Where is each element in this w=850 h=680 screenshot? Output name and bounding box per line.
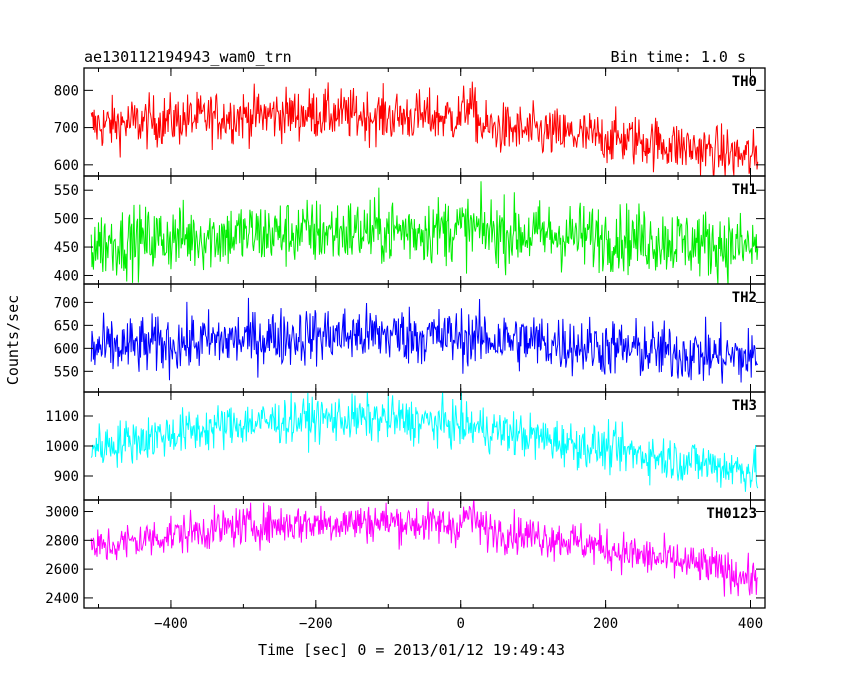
panel-th2: 550 600 650 700 TH2 (54, 283, 766, 393)
y-axis-label: Counts/sec (4, 295, 22, 385)
panel-label-th2: TH2 (732, 290, 757, 306)
series-line-th2 (90, 297, 759, 384)
y-tick-label: 600 (54, 341, 79, 357)
panel-th0123: 2400 2600 2800 3000 TH0123 (45, 499, 766, 609)
y-tick-label: 500 (54, 212, 79, 228)
x-tick-label: −400 (154, 616, 188, 632)
panel-th1: 400 450 500 550 TH1 (54, 175, 766, 285)
y-tick-label: 550 (54, 183, 79, 199)
y-tick-label: 900 (54, 469, 79, 485)
series-line-th3 (90, 392, 759, 492)
x-axis-label: Time [sec] 0 = 2013/01/12 19:49:43 (258, 641, 565, 659)
y-tick-label: 2600 (45, 562, 79, 578)
y-tick-label: 2800 (45, 533, 79, 549)
y-tick-label: 700 (54, 121, 79, 137)
panel-label-th0123: TH0123 (706, 506, 757, 522)
series-line-th0123 (90, 500, 759, 597)
y-tick-label: 2400 (45, 591, 79, 607)
bin-time-label: Bin time: 1.0 s (611, 48, 746, 66)
y-tick-label: 400 (54, 268, 79, 284)
panel-frame (83, 499, 766, 609)
y-tick-label: 600 (54, 158, 79, 174)
y-tick-label: 1100 (45, 409, 79, 425)
x-tick-label: 0 (457, 616, 465, 632)
y-tick-label: 650 (54, 318, 79, 334)
x-tick-label: 400 (738, 616, 763, 632)
y-tick-label: 800 (54, 83, 79, 99)
series-line-th0 (90, 81, 759, 176)
chart-title: ae130112194943_wam0_trn (84, 48, 292, 66)
y-tick-label: 700 (54, 295, 79, 311)
x-tick-label: 200 (593, 616, 618, 632)
panel-th0: 600 700 800 TH0 (54, 67, 766, 177)
panel-label-th3: TH3 (732, 398, 757, 414)
y-tick-label: 1000 (45, 439, 79, 455)
y-tick-label: 450 (54, 240, 79, 256)
y-tick-label: 3000 (45, 505, 79, 521)
panel-label-th1: TH1 (732, 182, 757, 198)
series-line-th1 (90, 181, 759, 284)
x-tick-label: −200 (299, 616, 333, 632)
panel-th3: 900 1000 1100 TH3 (45, 391, 766, 501)
panel-frame (83, 67, 766, 177)
y-tick-label: 550 (54, 364, 79, 380)
panel-label-th0: TH0 (732, 74, 757, 90)
